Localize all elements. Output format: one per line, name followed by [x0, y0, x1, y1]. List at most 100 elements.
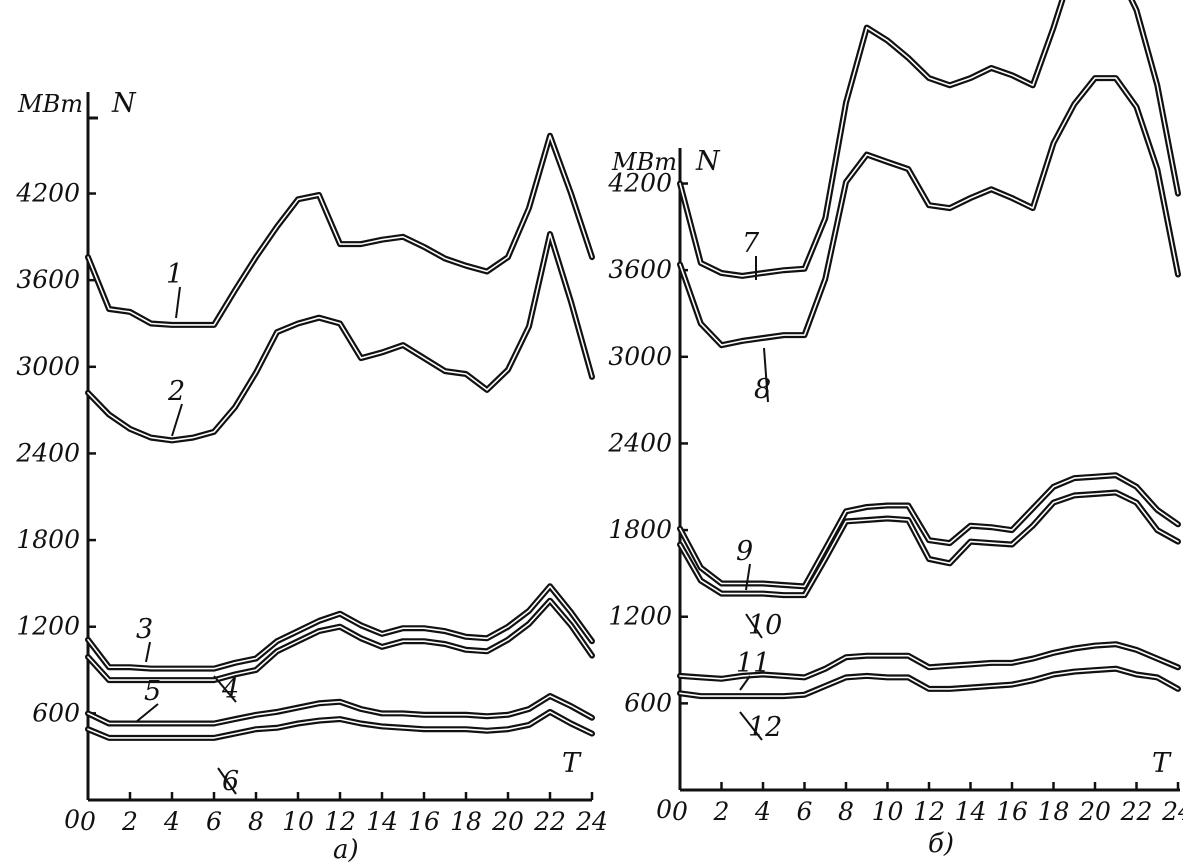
- curve-leader-11: [739, 675, 751, 691]
- x-tick-label: 16: [996, 797, 1028, 826]
- y-tick-label: 3600: [608, 255, 672, 284]
- x-tick-label: 12: [913, 797, 945, 826]
- series-line-11-inner: [679, 643, 1179, 680]
- x-tick-label: 16: [408, 807, 440, 836]
- series-curve-4: [85, 597, 595, 684]
- series-curve-11: [677, 641, 1181, 682]
- x-tick-label: 22: [533, 807, 566, 836]
- y-tick-label: 0: [656, 795, 672, 824]
- panel-b-y-unit: МВт: [611, 148, 677, 176]
- curve-leader-8: [763, 347, 769, 403]
- y-tick-label: 1200: [16, 612, 80, 641]
- curve-leader-12: [739, 711, 763, 741]
- series-line-8-inner: [679, 77, 1179, 347]
- x-tick-label: 22: [1120, 797, 1153, 826]
- series-curve-3: [85, 583, 595, 672]
- y-tick-label: 2400: [15, 438, 80, 467]
- series-line-1-inner: [87, 135, 593, 326]
- curve-label-11: 11: [736, 648, 770, 679]
- panel-a-y-axis-name: N: [111, 88, 137, 119]
- curve-leader-6: [217, 767, 237, 795]
- curve-leader-1: [175, 286, 181, 319]
- x-tick-label: 2: [121, 807, 138, 836]
- curve-label-6: 6: [222, 766, 239, 797]
- panel-b-curve-labels: 7 8 9 10 11 12: [736, 228, 782, 743]
- series-curve-10: [677, 489, 1181, 599]
- panel-b-y-ticks: 0 600 1200 1800 2400 3000 3600 4200: [607, 169, 688, 824]
- x-tick-label: 24: [1161, 797, 1183, 826]
- x-tick-label: 18: [1038, 797, 1070, 826]
- y-tick-label: 1800: [608, 515, 672, 544]
- y-tick-label: 600: [624, 688, 672, 717]
- x-tick-label: 8: [838, 797, 854, 826]
- y-tick-label: 3000: [16, 352, 80, 381]
- curve-label-1: 1: [166, 259, 183, 290]
- series-line-8-outer: [677, 75, 1181, 349]
- curve-label-2: 2: [167, 376, 185, 407]
- panel-a-series: [85, 132, 595, 741]
- panel-a-label: a): [333, 835, 359, 862]
- series-line-6-inner: [87, 711, 593, 739]
- x-tick-label: 12: [324, 807, 356, 836]
- curve-leader-5: [135, 703, 159, 723]
- y-tick-label: 4200: [15, 179, 80, 208]
- curve-label-4: 4: [221, 674, 239, 705]
- x-tick-label: 18: [450, 807, 482, 836]
- x-tick-label: 6: [206, 807, 222, 836]
- series-curve-8: [677, 75, 1181, 349]
- curve-label-8: 8: [754, 374, 771, 405]
- x-tick-label: 4: [163, 807, 180, 836]
- curve-label-10: 10: [748, 610, 782, 641]
- series-line-1-outer: [85, 132, 595, 328]
- panel-a-y-unit: МВт: [17, 90, 83, 118]
- series-line-5-inner: [87, 695, 593, 725]
- series-curve-6: [85, 708, 595, 741]
- curve-leader-9: [745, 563, 751, 591]
- series-curve-5: [85, 693, 595, 727]
- x-tick-label: 14: [955, 797, 987, 826]
- series-curve-2: [85, 231, 595, 444]
- y-tick-label: 0: [64, 805, 80, 834]
- curve-leader-2: [171, 403, 183, 437]
- panel-a-curve-labels: 1 2 3 4 5 6: [135, 259, 239, 797]
- x-tick-label: 10: [872, 797, 904, 826]
- x-tick-label: 0: [80, 807, 96, 836]
- y-tick-label: 3600: [16, 265, 80, 294]
- curve-label-7: 7: [742, 228, 760, 259]
- x-tick-label: 14: [366, 807, 398, 836]
- curve-label-12: 12: [748, 712, 782, 743]
- panel-a-y-ticks: 0 600 1200 1800 2400 3000 3600 4200: [15, 179, 96, 834]
- y-tick-label: 4200: [607, 169, 672, 198]
- series-line-12-inner: [679, 667, 1179, 697]
- series-curve-12: [677, 665, 1181, 700]
- curve-label-9: 9: [736, 536, 753, 567]
- series-line-10-outer: [677, 489, 1181, 599]
- series-curve-1: [85, 132, 595, 328]
- x-tick-label: 10: [282, 807, 314, 836]
- series-line-7-inner: [679, 0, 1179, 277]
- series-line-2-inner: [87, 233, 593, 442]
- series-line-4-inner: [87, 599, 593, 681]
- panel-b-x-axis-name: T: [1152, 748, 1172, 779]
- x-tick-label: 2: [713, 797, 730, 826]
- series-line-3-inner: [87, 585, 593, 670]
- curve-leader-10: [745, 613, 763, 639]
- panel-b: МВт N T б) 0600120018002400300036004200 …: [607, 0, 1183, 859]
- panel-a-x-ticks: 0 2 4 6 8 10 12 14 16 18 20 22 24: [80, 792, 608, 836]
- x-tick-label: 24: [575, 807, 608, 836]
- y-tick-label: 3000: [608, 342, 672, 371]
- curve-label-3: 3: [136, 614, 153, 645]
- y-tick-label: 2400: [607, 428, 672, 457]
- panel-b-series: [677, 0, 1181, 700]
- x-tick-label: 0: [672, 797, 688, 826]
- curve-leader-3: [145, 641, 151, 663]
- curve-label-5: 5: [144, 676, 161, 707]
- y-tick-label: 600: [32, 698, 80, 727]
- panel-b-y-axis-name: N: [695, 146, 721, 177]
- curve-leader-4: [213, 675, 237, 703]
- series-line-9-inner: [679, 474, 1179, 588]
- x-tick-label: 20: [1078, 797, 1111, 826]
- x-tick-label: 4: [754, 797, 771, 826]
